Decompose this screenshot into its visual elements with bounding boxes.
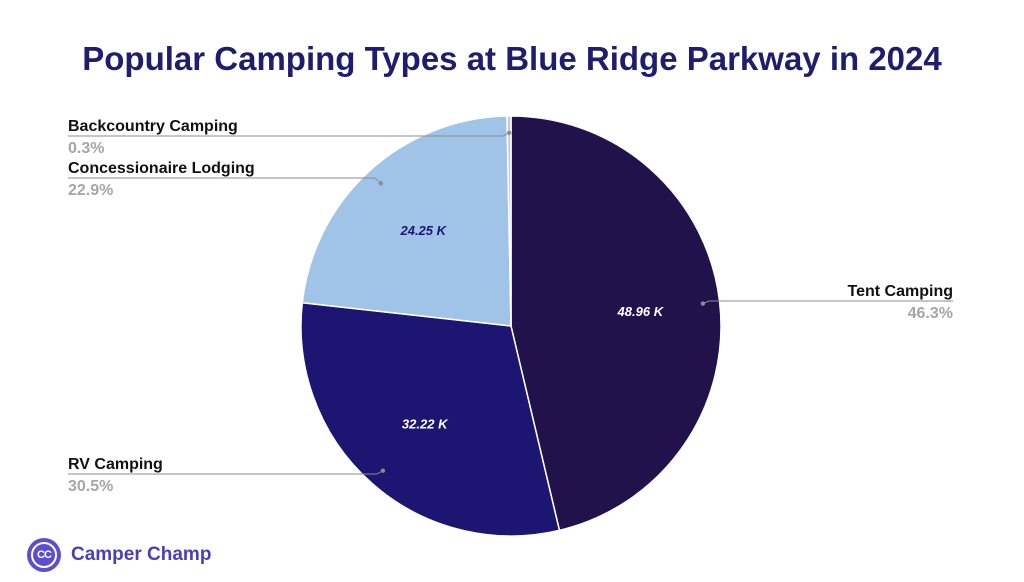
callout-name-concessionaire-lodging: Concessionaire Lodging: [68, 160, 255, 177]
slice-value-label-rv-camping: 32.22 K: [402, 416, 449, 431]
callout-name-rv-camping: RV Camping: [68, 456, 163, 473]
callout-percent-tent-camping: 46.3%: [908, 305, 953, 322]
callout-dot-rv-camping: [380, 468, 386, 473]
slice-value-label-tent-camping: 48.96 K: [617, 304, 665, 319]
callout-name-backcountry-camping: Backcountry Camping: [68, 118, 238, 135]
callout-percent-concessionaire-lodging: 22.9%: [68, 182, 113, 199]
callout-dot-backcountry-camping: [506, 130, 512, 136]
slice-value-labels: 48.96 K 32.22 K 24.25 K: [399, 223, 664, 432]
brand-name: Camper Champ: [71, 544, 212, 565]
callout-labels: Tent Camping 46.3% RV Camping 30.5% Concessi…: [68, 118, 953, 495]
pie-slice-rv-camping: [300, 301, 561, 537]
pie-slice-backcountry-camping: [506, 115, 512, 327]
pie-slices: [300, 115, 722, 537]
callout-dot-tent-camping: [700, 301, 706, 306]
chart-title: Popular Camping Types at Blue Ridge Park…: [82, 40, 942, 77]
callout-line-concessionaire-lodging: [68, 177, 382, 184]
logo-text: CC: [31, 542, 57, 568]
callout-line-tent-camping: [702, 300, 953, 305]
pie-slice-concessionaire-lodging: [301, 115, 512, 327]
brand: CC Camper Champ: [27, 537, 211, 573]
slice-value-label-concessionaire-lodging: 24.25 K: [399, 223, 447, 238]
callout-percent-backcountry-camping: 0.3%: [68, 140, 104, 157]
pie-slice-tent-camping: [510, 115, 722, 532]
camper-champ-logo-icon: CC: [27, 538, 61, 572]
callout-percent-rv-camping: 30.5%: [68, 478, 113, 495]
callout-line-rv-camping: [68, 470, 384, 475]
callout-dot-concessionaire-lodging: [378, 181, 384, 186]
callout-name-tent-camping: Tent Camping: [848, 283, 953, 300]
callout-line-backcountry-camping: [68, 132, 510, 137]
